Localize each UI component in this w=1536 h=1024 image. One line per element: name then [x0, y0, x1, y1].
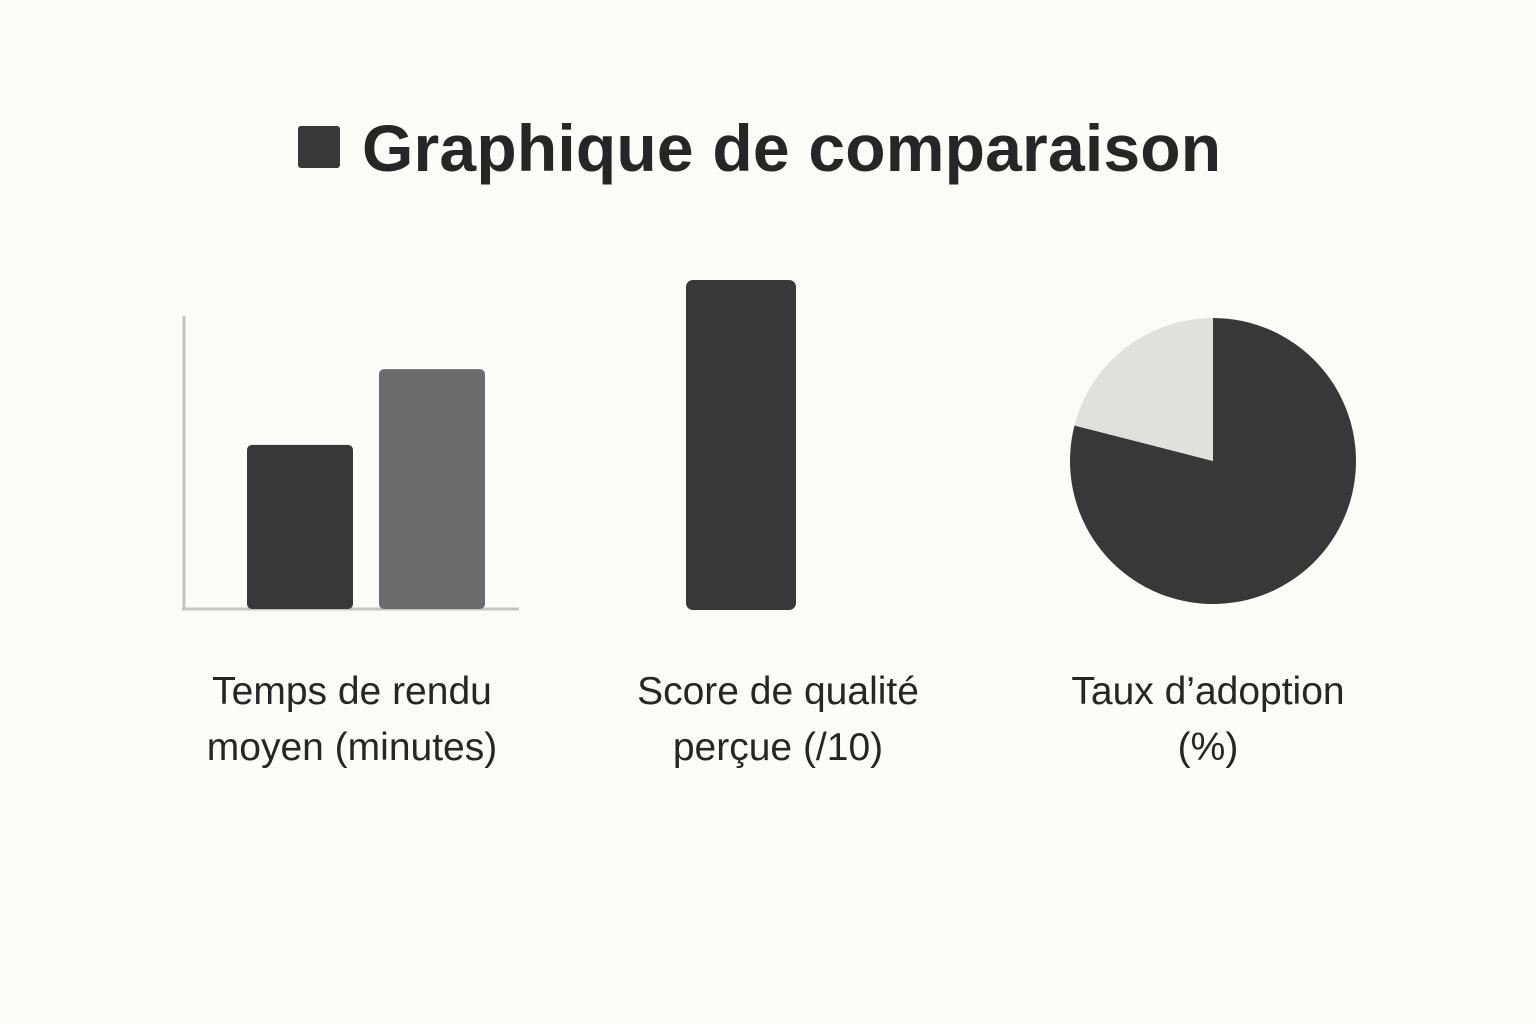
quality-score-bar: [686, 280, 796, 610]
adoption-slice-adopted: [1069, 318, 1356, 604]
render-time-bar-chart: [182, 316, 519, 611]
chart-title: Graphique de comparaison: [362, 111, 1222, 185]
adoption-slice-remaining: [1074, 317, 1213, 461]
adoption-rate-pie-chart: [1069, 317, 1356, 604]
render-time-label-line-1: Temps de rendu: [212, 670, 492, 713]
render-time-bar-1: [247, 444, 353, 609]
render-time-label-line-2: moyen (minutes): [206, 726, 498, 769]
adoption-rate-label: Taux d’adoption (%): [1008, 664, 1408, 776]
render-time-bar-2: [379, 369, 485, 609]
adoption-rate-label-line-2: (%): [1177, 726, 1239, 769]
quality-score-bar-chart: [686, 280, 796, 610]
quality-score-label: Score de qualité perçue (/10): [578, 664, 978, 776]
quality-score-label-line-1: Score de qualité: [637, 670, 919, 713]
title-legend-swatch: [298, 126, 340, 168]
quality-score-label-line-2: perçue (/10): [672, 726, 884, 769]
render-time-label: Temps de rendu moyen (minutes): [152, 664, 552, 776]
chart-title-row: Graphique de comparaison: [0, 108, 1536, 198]
adoption-rate-label-line-1: Taux d’adoption: [1071, 670, 1345, 713]
